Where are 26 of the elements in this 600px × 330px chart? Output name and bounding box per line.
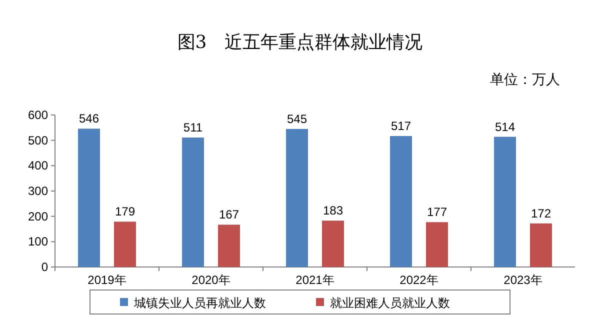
x-tick-label: 2021年 (296, 273, 334, 287)
y-tick-label: 500 (28, 133, 48, 148)
y-tick-label: 0 (41, 260, 48, 274)
data-label: 172 (530, 206, 552, 220)
y-tick-label: 100 (28, 234, 48, 249)
data-label: 517 (390, 119, 412, 134)
data-label: 545 (286, 112, 308, 126)
x-tick-label: 2019年 (88, 273, 126, 287)
legend-label: 城镇失业人员再就业人数 (133, 296, 266, 310)
data-label: 179 (114, 204, 136, 219)
data-label: 183 (322, 204, 344, 218)
text: 单位：万人 (490, 72, 560, 88)
legend-label: 就业困难人员就业人数 (330, 296, 450, 310)
data-label: 177 (426, 205, 448, 220)
title: 图3 近五年重点群体就业情况 (177, 32, 423, 53)
y-tick-label: 400 (28, 158, 48, 173)
x-tick-label: 2022年 (400, 273, 438, 287)
y-tick-label: 300 (28, 184, 48, 198)
data-label: 167 (218, 208, 240, 222)
data-label: 511 (183, 120, 203, 135)
data-label: 546 (78, 112, 100, 126)
data-label: 514 (494, 120, 516, 134)
y-tick-label: 600 (28, 108, 48, 122)
x-tick-label: 2020年 (192, 273, 230, 287)
x-tick-label: 2023年 (504, 273, 542, 287)
y-tick-label: 200 (28, 209, 48, 224)
